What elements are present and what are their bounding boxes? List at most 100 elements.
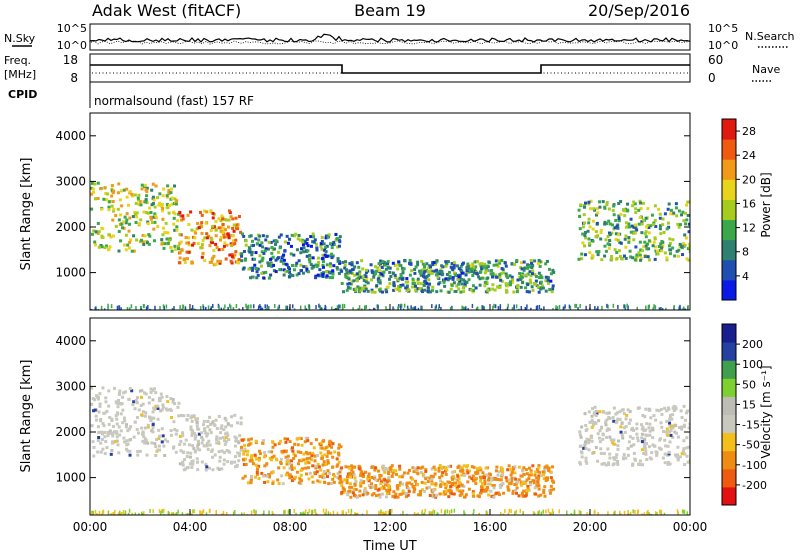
echo-cell bbox=[654, 245, 658, 249]
echo-cell bbox=[283, 249, 287, 253]
near-range-cell bbox=[656, 512, 658, 515]
echo-cell bbox=[687, 230, 690, 234]
echo-cell bbox=[224, 218, 228, 222]
echo-cell bbox=[161, 206, 165, 210]
echo-cell bbox=[290, 467, 294, 471]
echo-cell bbox=[615, 460, 619, 464]
nsearch-tick-top: 10^5 bbox=[708, 22, 738, 35]
echo-cell bbox=[531, 288, 535, 292]
echo-cell bbox=[145, 190, 149, 194]
echo-cell bbox=[221, 222, 225, 226]
near-range-cell bbox=[319, 305, 322, 310]
echo-cell bbox=[190, 419, 194, 423]
echo-cell bbox=[226, 232, 230, 236]
near-range-cell bbox=[243, 512, 246, 515]
near-range-cell bbox=[617, 304, 619, 309]
near-range-cell bbox=[654, 305, 657, 310]
near-range-cell bbox=[518, 308, 520, 310]
echo-cell bbox=[631, 204, 635, 208]
echo-cell bbox=[250, 454, 254, 458]
echo-cell bbox=[130, 194, 134, 198]
colorbar-segment bbox=[722, 486, 736, 506]
echo-cell bbox=[301, 240, 305, 244]
echo-cell bbox=[360, 259, 364, 263]
echo-cell bbox=[614, 218, 618, 222]
echo-cell bbox=[260, 241, 264, 245]
echo-cell bbox=[437, 469, 441, 473]
echo-cell bbox=[669, 212, 673, 216]
near-range-cell bbox=[285, 305, 287, 310]
echo-cell bbox=[614, 412, 618, 416]
echo-cell bbox=[255, 471, 259, 475]
echo-cell bbox=[143, 439, 147, 443]
echo-cell bbox=[169, 397, 173, 401]
echo-cell bbox=[208, 260, 212, 264]
echo-cell bbox=[668, 237, 672, 241]
freq-label-line1: Freq. bbox=[4, 54, 31, 67]
echo-cell bbox=[317, 260, 321, 264]
echo-cell bbox=[623, 214, 627, 218]
echo-cell bbox=[192, 447, 196, 451]
echo-cell bbox=[407, 288, 411, 292]
colorbar-tick-label: 100 bbox=[742, 358, 763, 371]
echo-cell bbox=[380, 486, 384, 490]
echo-cell bbox=[326, 459, 330, 463]
echo-cell bbox=[431, 475, 435, 479]
echo-cell bbox=[305, 460, 309, 464]
echo-cell bbox=[108, 429, 112, 433]
near-range-cell bbox=[201, 510, 204, 515]
echo-cell bbox=[486, 485, 490, 489]
echo-cell bbox=[598, 205, 602, 209]
echo-cell bbox=[590, 414, 594, 418]
near-range-cell bbox=[230, 305, 232, 310]
echo-cell bbox=[631, 462, 635, 466]
colorbar-segment bbox=[722, 432, 736, 452]
echo-cell bbox=[615, 256, 619, 260]
echo-cell bbox=[91, 190, 95, 194]
echo-cell bbox=[140, 432, 144, 436]
echo-cell bbox=[175, 199, 179, 203]
near-range-cell bbox=[293, 308, 296, 310]
echo-cell bbox=[385, 492, 389, 496]
echo-cell bbox=[680, 245, 684, 249]
echo-cell bbox=[484, 489, 488, 493]
echo-cell bbox=[607, 415, 611, 419]
echo-cell bbox=[502, 491, 506, 495]
echo-cell bbox=[527, 477, 531, 481]
echo-cell bbox=[664, 430, 668, 434]
echo-cell bbox=[318, 474, 322, 478]
echo-cell bbox=[192, 241, 196, 245]
near-range-cell bbox=[240, 512, 243, 515]
echo-cell bbox=[391, 471, 395, 475]
echo-cell bbox=[366, 289, 370, 293]
echo-cell bbox=[141, 240, 145, 244]
near-range-cell bbox=[536, 305, 539, 310]
echo-cell bbox=[444, 277, 448, 281]
echo-cell bbox=[687, 222, 690, 226]
echo-cell bbox=[658, 216, 662, 220]
near-range-cell bbox=[473, 509, 475, 514]
echo-cell bbox=[436, 275, 440, 279]
echo-cell bbox=[114, 414, 118, 418]
echo-cell bbox=[270, 455, 274, 459]
near-range-cell bbox=[397, 305, 400, 310]
near-range-cell bbox=[131, 512, 133, 515]
echo-cell bbox=[200, 435, 204, 439]
near-range-cell bbox=[154, 305, 156, 310]
echo-cell bbox=[546, 278, 550, 282]
echo-cell bbox=[288, 440, 292, 444]
echo-cell bbox=[661, 217, 665, 221]
colorbar-tick-label: -100 bbox=[742, 459, 767, 472]
echo-cell bbox=[676, 435, 680, 439]
echo-cell bbox=[626, 202, 630, 206]
echo-cell bbox=[522, 466, 526, 470]
echo-cell bbox=[209, 209, 213, 213]
echo-cell bbox=[233, 444, 237, 448]
echo-cell bbox=[298, 459, 302, 463]
echo-cell bbox=[288, 476, 292, 480]
echo-cell bbox=[142, 391, 146, 395]
echo-cell bbox=[122, 416, 126, 420]
echo-cell bbox=[244, 243, 248, 247]
echo-cell bbox=[225, 235, 229, 239]
echo-cell bbox=[480, 267, 484, 271]
